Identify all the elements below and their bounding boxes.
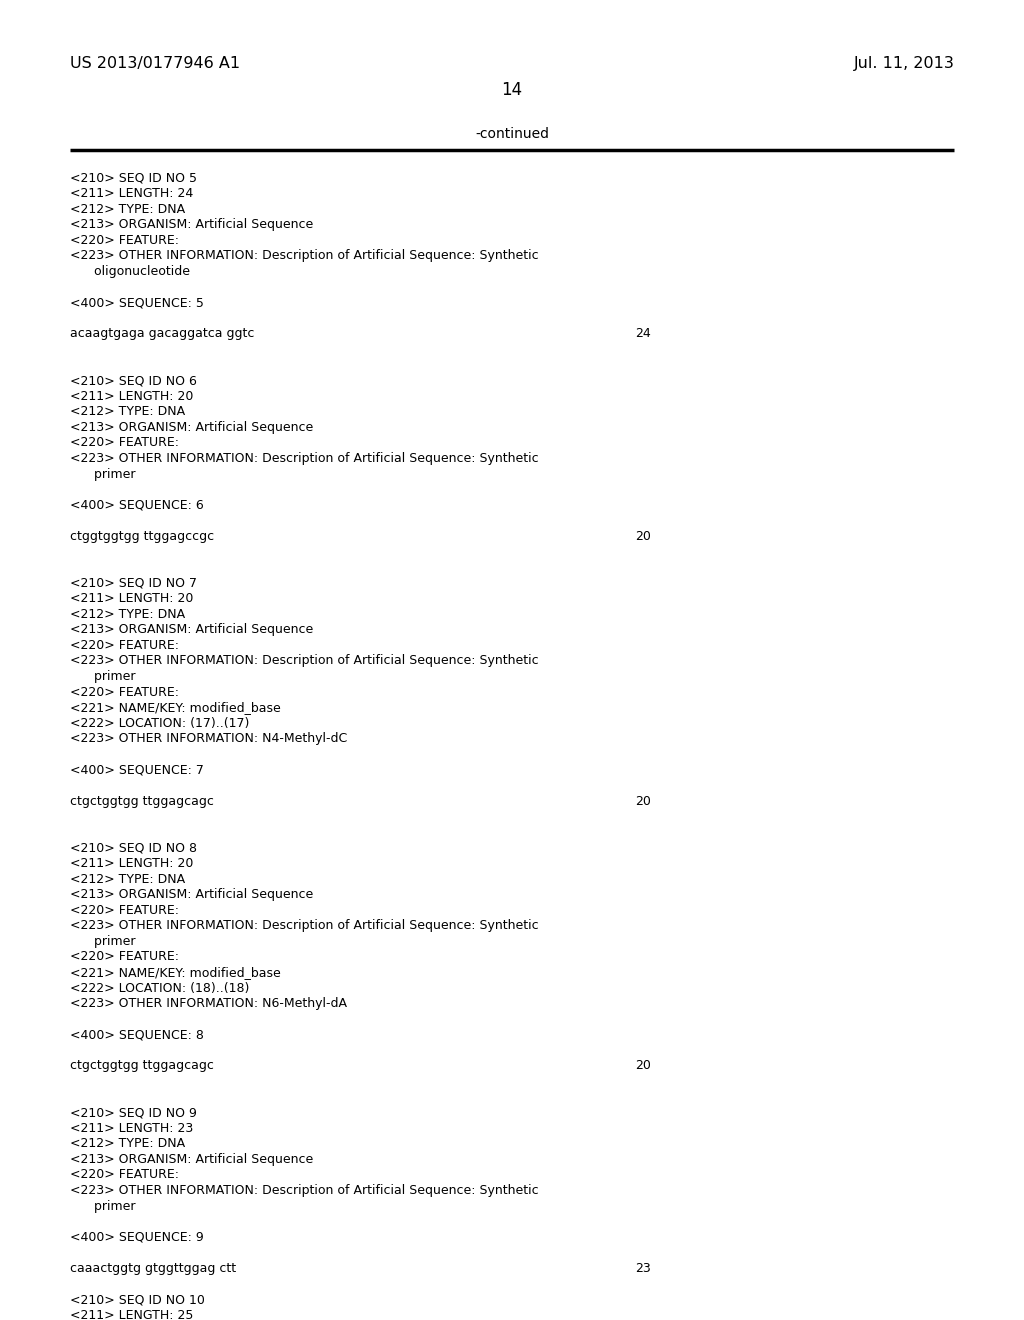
Text: <210> SEQ ID NO 6: <210> SEQ ID NO 6 — [70, 374, 197, 387]
Text: caaactggtg gtggttggag ctt: caaactggtg gtggttggag ctt — [70, 1262, 236, 1275]
Text: <400> SEQUENCE: 7: <400> SEQUENCE: 7 — [70, 763, 204, 776]
Text: 24: 24 — [635, 327, 650, 341]
Text: US 2013/0177946 A1: US 2013/0177946 A1 — [70, 55, 240, 71]
Text: <211> LENGTH: 24: <211> LENGTH: 24 — [70, 187, 193, 201]
Text: <223> OTHER INFORMATION: N4-Methyl-dC: <223> OTHER INFORMATION: N4-Methyl-dC — [70, 733, 347, 746]
Text: <210> SEQ ID NO 5: <210> SEQ ID NO 5 — [70, 172, 197, 185]
Text: <223> OTHER INFORMATION: N6-Methyl-dA: <223> OTHER INFORMATION: N6-Methyl-dA — [70, 997, 347, 1010]
Text: primer: primer — [70, 1200, 135, 1213]
Text: -continued: -continued — [475, 127, 549, 141]
Text: <222> LOCATION: (17)..(17): <222> LOCATION: (17)..(17) — [70, 717, 249, 730]
Text: 20: 20 — [635, 1060, 651, 1072]
Text: <213> ORGANISM: Artificial Sequence: <213> ORGANISM: Artificial Sequence — [70, 623, 313, 636]
Text: <211> LENGTH: 20: <211> LENGTH: 20 — [70, 593, 193, 605]
Text: <400> SEQUENCE: 5: <400> SEQUENCE: 5 — [70, 296, 204, 309]
Text: primer: primer — [70, 671, 135, 682]
Text: Jul. 11, 2013: Jul. 11, 2013 — [853, 55, 954, 71]
Text: <220> FEATURE:: <220> FEATURE: — [70, 904, 178, 916]
Text: <212> TYPE: DNA: <212> TYPE: DNA — [70, 203, 184, 215]
Text: <213> ORGANISM: Artificial Sequence: <213> ORGANISM: Artificial Sequence — [70, 1152, 313, 1166]
Text: <223> OTHER INFORMATION: Description of Artificial Sequence: Synthetic: <223> OTHER INFORMATION: Description of … — [70, 249, 539, 263]
Text: 14: 14 — [502, 81, 522, 99]
Text: <400> SEQUENCE: 9: <400> SEQUENCE: 9 — [70, 1230, 204, 1243]
Text: <211> LENGTH: 20: <211> LENGTH: 20 — [70, 857, 193, 870]
Text: <220> FEATURE:: <220> FEATURE: — [70, 437, 178, 449]
Text: primer: primer — [70, 467, 135, 480]
Text: <213> ORGANISM: Artificial Sequence: <213> ORGANISM: Artificial Sequence — [70, 888, 313, 902]
Text: 20: 20 — [635, 795, 651, 808]
Text: <222> LOCATION: (18)..(18): <222> LOCATION: (18)..(18) — [70, 982, 249, 994]
Text: <210> SEQ ID NO 10: <210> SEQ ID NO 10 — [70, 1294, 205, 1305]
Text: <210> SEQ ID NO 9: <210> SEQ ID NO 9 — [70, 1106, 197, 1119]
Text: <213> ORGANISM: Artificial Sequence: <213> ORGANISM: Artificial Sequence — [70, 218, 313, 231]
Text: <210> SEQ ID NO 7: <210> SEQ ID NO 7 — [70, 577, 197, 590]
Text: <220> FEATURE:: <220> FEATURE: — [70, 1168, 178, 1181]
Text: <223> OTHER INFORMATION: Description of Artificial Sequence: Synthetic: <223> OTHER INFORMATION: Description of … — [70, 655, 539, 668]
Text: <213> ORGANISM: Artificial Sequence: <213> ORGANISM: Artificial Sequence — [70, 421, 313, 434]
Text: <220> FEATURE:: <220> FEATURE: — [70, 234, 178, 247]
Text: <220> FEATURE:: <220> FEATURE: — [70, 639, 178, 652]
Text: ctgctggtgg ttggagcagc: ctgctggtgg ttggagcagc — [70, 795, 214, 808]
Text: <221> NAME/KEY: modified_base: <221> NAME/KEY: modified_base — [70, 966, 281, 979]
Text: <212> TYPE: DNA: <212> TYPE: DNA — [70, 1138, 184, 1150]
Text: <211> LENGTH: 23: <211> LENGTH: 23 — [70, 1122, 193, 1135]
Text: <220> FEATURE:: <220> FEATURE: — [70, 685, 178, 698]
Text: <211> LENGTH: 25: <211> LENGTH: 25 — [70, 1308, 193, 1320]
Text: <223> OTHER INFORMATION: Description of Artificial Sequence: Synthetic: <223> OTHER INFORMATION: Description of … — [70, 919, 539, 932]
Text: <223> OTHER INFORMATION: Description of Artificial Sequence: Synthetic: <223> OTHER INFORMATION: Description of … — [70, 1184, 539, 1197]
Text: oligonucleotide: oligonucleotide — [70, 265, 189, 279]
Text: 23: 23 — [635, 1262, 650, 1275]
Text: <400> SEQUENCE: 6: <400> SEQUENCE: 6 — [70, 499, 204, 512]
Text: acaagtgaga gacaggatca ggtc: acaagtgaga gacaggatca ggtc — [70, 327, 254, 341]
Text: <400> SEQUENCE: 8: <400> SEQUENCE: 8 — [70, 1028, 204, 1041]
Text: ctggtggtgg ttggagccgc: ctggtggtgg ttggagccgc — [70, 529, 214, 543]
Text: <211> LENGTH: 20: <211> LENGTH: 20 — [70, 389, 193, 403]
Text: <210> SEQ ID NO 8: <210> SEQ ID NO 8 — [70, 841, 197, 854]
Text: <221> NAME/KEY: modified_base: <221> NAME/KEY: modified_base — [70, 701, 281, 714]
Text: <212> TYPE: DNA: <212> TYPE: DNA — [70, 405, 184, 418]
Text: primer: primer — [70, 935, 135, 948]
Text: <220> FEATURE:: <220> FEATURE: — [70, 950, 178, 964]
Text: <212> TYPE: DNA: <212> TYPE: DNA — [70, 873, 184, 886]
Text: ctgctggtgg ttggagcagc: ctgctggtgg ttggagcagc — [70, 1060, 214, 1072]
Text: 20: 20 — [635, 529, 651, 543]
Text: <212> TYPE: DNA: <212> TYPE: DNA — [70, 607, 184, 620]
Text: <223> OTHER INFORMATION: Description of Artificial Sequence: Synthetic: <223> OTHER INFORMATION: Description of … — [70, 451, 539, 465]
